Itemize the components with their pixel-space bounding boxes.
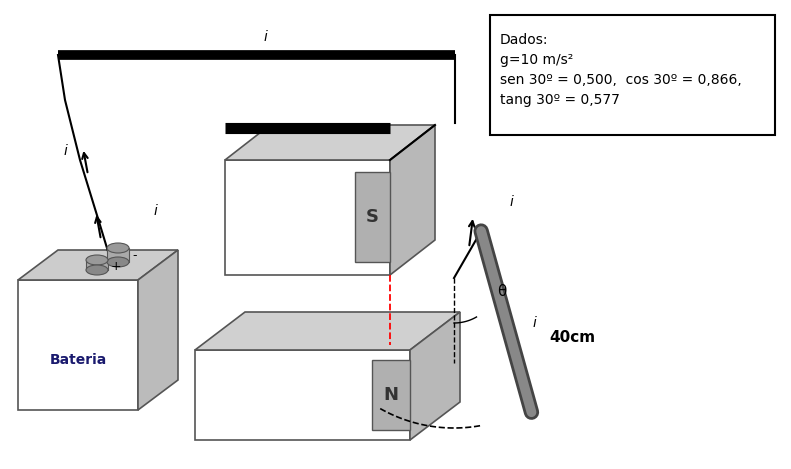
Text: tang 30º = 0,577: tang 30º = 0,577	[500, 93, 620, 107]
Text: i: i	[263, 30, 267, 44]
Ellipse shape	[107, 243, 129, 253]
Bar	[225, 160, 390, 275]
Bar	[86, 260, 108, 270]
Text: S: S	[366, 208, 379, 226]
Text: Bateria: Bateria	[49, 353, 107, 367]
Text: i: i	[532, 316, 536, 330]
Bar	[195, 350, 410, 440]
Text: -: -	[132, 250, 137, 263]
Text: 40cm: 40cm	[550, 330, 596, 345]
Bar	[372, 360, 410, 430]
Text: sen 30º = 0,500,  cos 30º = 0,866,: sen 30º = 0,500, cos 30º = 0,866,	[500, 73, 742, 87]
Bar	[490, 15, 775, 135]
Text: +: +	[111, 259, 122, 272]
Ellipse shape	[86, 255, 108, 265]
Text: N: N	[384, 386, 399, 404]
Bar	[18, 280, 138, 410]
Polygon shape	[138, 250, 178, 410]
Text: g=10 m/s²: g=10 m/s²	[500, 53, 573, 67]
Polygon shape	[195, 312, 460, 350]
Text: i: i	[153, 204, 157, 218]
Polygon shape	[410, 312, 460, 440]
Bar	[355, 172, 390, 262]
Bar	[107, 248, 129, 262]
Polygon shape	[225, 125, 435, 160]
Text: θ: θ	[498, 284, 507, 299]
Polygon shape	[18, 250, 178, 280]
Ellipse shape	[86, 265, 108, 275]
Text: i: i	[509, 195, 513, 209]
Text: i: i	[63, 144, 67, 158]
Ellipse shape	[107, 257, 129, 267]
Text: Dados:: Dados:	[500, 33, 548, 47]
Polygon shape	[390, 125, 435, 275]
